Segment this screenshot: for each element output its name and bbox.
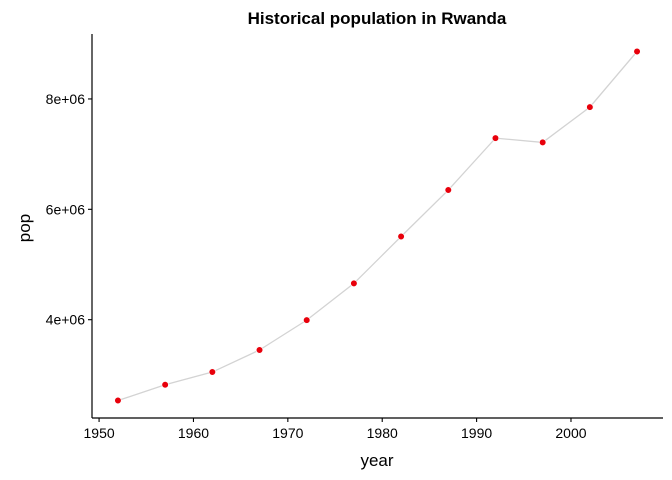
data-point: [303, 316, 311, 324]
data-point: [397, 232, 405, 241]
x-tick-label: 1980: [367, 425, 398, 441]
data-point: [444, 186, 452, 194]
data-point: [255, 346, 264, 354]
data-point: [114, 396, 122, 405]
y-tick-label: 4e+06: [46, 312, 86, 328]
data-point: [350, 279, 358, 288]
data-point: [586, 103, 594, 111]
data-point: [539, 138, 547, 147]
x-tick-label: 1990: [461, 425, 492, 441]
data-point: [208, 368, 216, 376]
x-tick-label: 1960: [178, 425, 209, 441]
x-tick-label: 1970: [272, 425, 303, 441]
y-tick-label: 8e+06: [46, 91, 86, 107]
y-tick-label: 6e+06: [46, 201, 86, 217]
y-axis-title: pop: [15, 214, 34, 242]
data-point: [491, 134, 500, 142]
x-tick-label: 1950: [84, 425, 115, 441]
data-point: [161, 381, 169, 389]
chart-title: Historical population in Rwanda: [248, 9, 507, 28]
x-axis-title: year: [360, 451, 393, 470]
plot-area: 1950 1960 1970 1980 1990 2000 4e+06 6e+06 8e+06: [46, 34, 663, 441]
x-tick-label: 2000: [555, 425, 586, 441]
data-point: [633, 47, 641, 56]
series-line: [117, 51, 638, 402]
